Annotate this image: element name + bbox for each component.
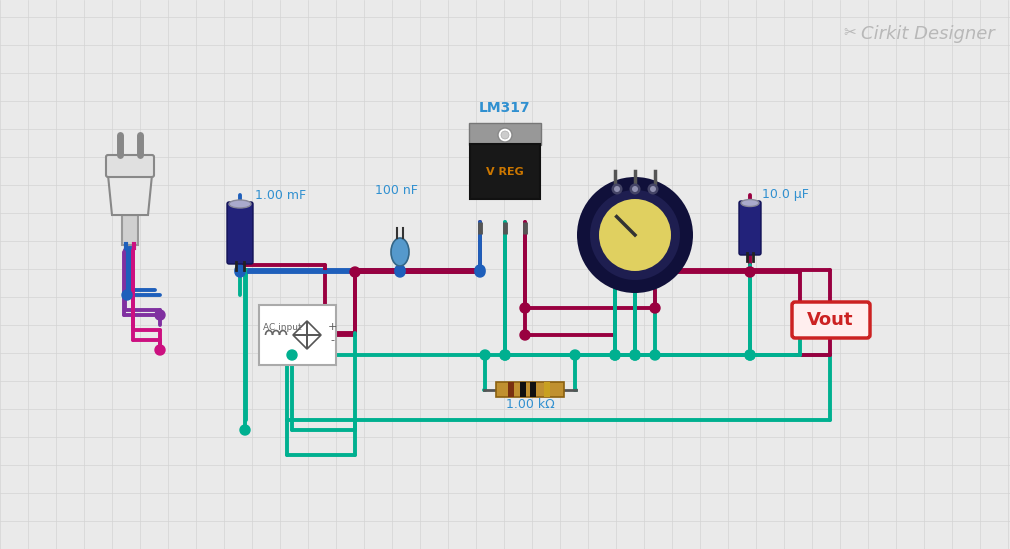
Circle shape — [650, 186, 657, 192]
Circle shape — [395, 267, 405, 277]
Bar — [496, 382, 564, 397]
Text: ✂: ✂ — [843, 25, 856, 40]
Circle shape — [240, 425, 250, 435]
Circle shape — [155, 345, 165, 355]
Circle shape — [235, 267, 245, 277]
Circle shape — [632, 186, 638, 192]
Text: 100 nF: 100 nF — [375, 184, 418, 197]
FancyBboxPatch shape — [792, 302, 870, 338]
Circle shape — [395, 265, 405, 275]
Circle shape — [287, 350, 297, 360]
Circle shape — [520, 303, 530, 313]
Circle shape — [629, 183, 640, 194]
Circle shape — [599, 199, 671, 271]
Text: LM317: LM317 — [479, 101, 531, 115]
FancyBboxPatch shape — [470, 144, 540, 199]
Circle shape — [480, 350, 490, 360]
Ellipse shape — [229, 200, 251, 208]
Text: AC input: AC input — [263, 323, 302, 332]
Circle shape — [650, 303, 660, 313]
Circle shape — [745, 267, 755, 277]
Circle shape — [611, 183, 622, 194]
Text: 1.00 mF: 1.00 mF — [255, 189, 306, 202]
Text: 10.0 μF: 10.0 μF — [762, 188, 809, 201]
Circle shape — [122, 290, 132, 300]
Circle shape — [650, 350, 660, 360]
FancyBboxPatch shape — [469, 123, 541, 145]
Circle shape — [745, 350, 755, 360]
Text: Cirkit Designer: Cirkit Designer — [862, 25, 995, 43]
Circle shape — [610, 350, 620, 360]
Circle shape — [614, 186, 620, 192]
Circle shape — [501, 131, 509, 139]
Circle shape — [745, 350, 755, 360]
Circle shape — [155, 310, 165, 320]
Bar — [520, 382, 526, 397]
Circle shape — [647, 183, 659, 194]
Circle shape — [520, 330, 530, 340]
Circle shape — [235, 265, 245, 275]
Circle shape — [500, 350, 510, 360]
Text: -: - — [330, 335, 334, 345]
FancyBboxPatch shape — [227, 202, 252, 264]
Circle shape — [475, 265, 485, 275]
Text: V REG: V REG — [486, 167, 524, 177]
Circle shape — [570, 350, 580, 360]
Bar — [544, 382, 550, 397]
Text: +: + — [327, 322, 336, 332]
Circle shape — [590, 190, 680, 280]
Circle shape — [500, 350, 510, 360]
FancyBboxPatch shape — [739, 201, 761, 255]
Circle shape — [630, 350, 640, 360]
Circle shape — [577, 177, 693, 293]
Text: Vout: Vout — [807, 311, 853, 329]
FancyBboxPatch shape — [106, 155, 154, 177]
Polygon shape — [108, 175, 152, 215]
Circle shape — [475, 267, 485, 277]
Bar — [530, 382, 536, 397]
Circle shape — [498, 128, 512, 142]
Circle shape — [610, 350, 620, 360]
Circle shape — [350, 267, 360, 277]
Circle shape — [630, 350, 640, 360]
Bar — [508, 382, 514, 397]
Bar — [122, 215, 138, 245]
Ellipse shape — [741, 199, 759, 206]
Text: 1.00 kΩ: 1.00 kΩ — [506, 398, 554, 411]
FancyBboxPatch shape — [259, 305, 336, 365]
Circle shape — [795, 320, 805, 330]
Ellipse shape — [391, 238, 409, 266]
